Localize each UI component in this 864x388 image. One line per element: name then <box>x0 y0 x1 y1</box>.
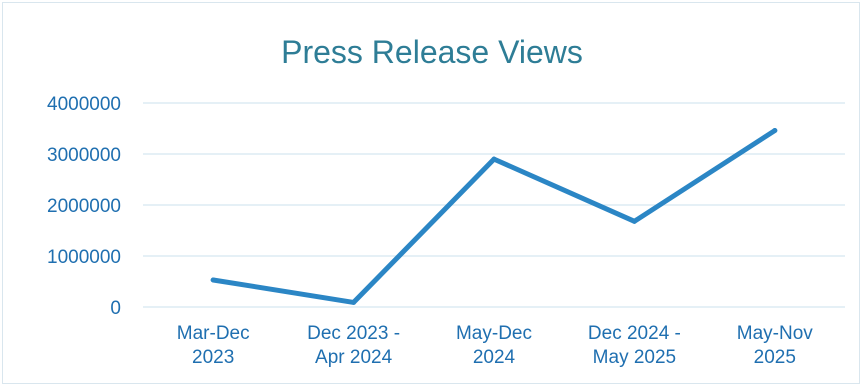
x-tick-label: Dec 2023 - Apr 2024 <box>307 323 400 368</box>
y-tick-label: 4000000 <box>47 94 121 115</box>
x-tick-label-line: 2025 <box>754 347 796 368</box>
y-tick-label: 1000000 <box>47 247 121 268</box>
x-tick-label-line: Apr 2024 <box>315 347 393 368</box>
y-tick-label: 0 <box>110 298 121 319</box>
data-point <box>210 277 216 283</box>
series-layer <box>210 128 778 305</box>
x-tick-label-line: Mar-Dec <box>177 323 250 344</box>
y-tick-label: 2000000 <box>47 196 121 217</box>
x-tick-label: Mar-Dec 2023 <box>177 323 250 368</box>
data-point <box>772 128 778 134</box>
x-tick-label-line: May 2025 <box>593 347 676 368</box>
chart-title: Press Release Views <box>281 34 583 70</box>
x-tick-label-line: Dec 2024 - <box>588 323 681 344</box>
x-tick-label: May-Dec 2024 <box>456 323 532 368</box>
chart-container: Press Release Views 0 1000000 2000000 30000… <box>2 2 860 384</box>
series-line <box>210 128 778 305</box>
x-tick-label-line: Dec 2023 - <box>307 323 400 344</box>
x-tick-label: May-Nov 2025 <box>737 323 814 368</box>
x-tick-label-line: May-Dec <box>456 323 532 344</box>
data-point <box>631 218 637 224</box>
x-tick-label-line: May-Nov <box>737 323 814 344</box>
x-axis-ticks: Mar-Dec 2023 Dec 2023 - Apr 2024 May-Dec 2024… <box>177 323 814 368</box>
gridlines <box>143 102 845 308</box>
y-axis-ticks: 0 1000000 2000000 3000000 4000000 <box>47 94 121 319</box>
y-tick-label: 3000000 <box>47 145 121 166</box>
data-point <box>351 299 357 305</box>
line-chart: Press Release Views 0 1000000 2000000 30000… <box>47 34 845 368</box>
x-tick-label-line: 2023 <box>192 347 234 368</box>
x-tick-label-line: 2024 <box>473 347 516 368</box>
x-tick-label: Dec 2024 - May 2025 <box>588 323 681 368</box>
data-point <box>491 156 497 162</box>
